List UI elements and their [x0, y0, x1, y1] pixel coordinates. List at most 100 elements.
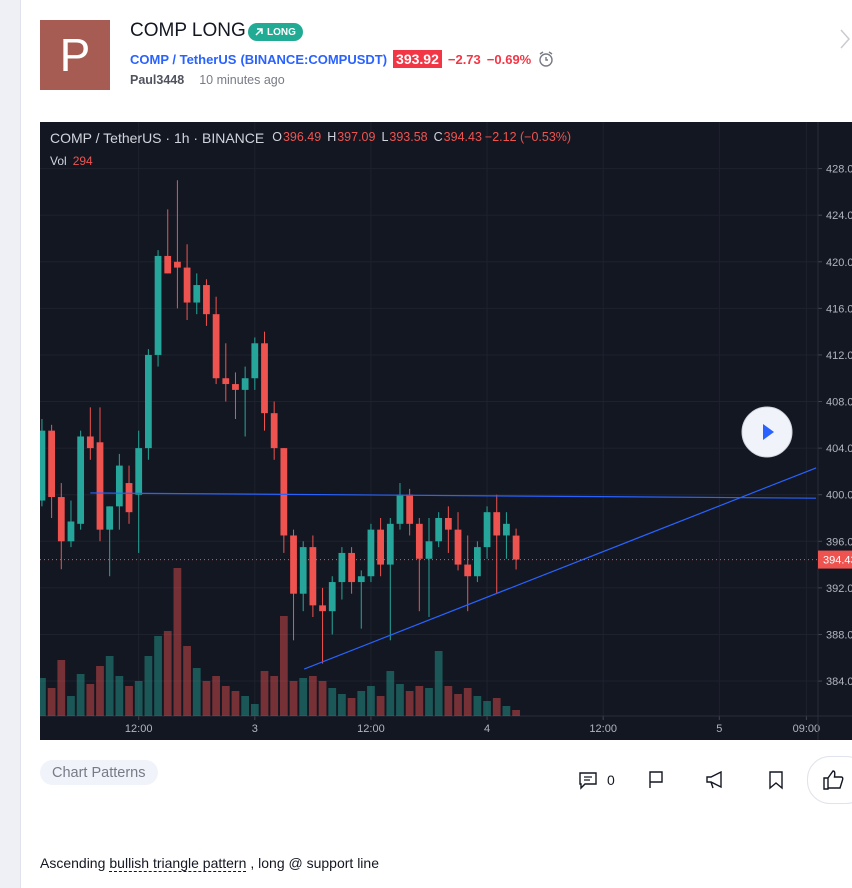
volume-bar — [299, 678, 308, 716]
candle-body — [57, 497, 65, 542]
volume-bar — [425, 688, 433, 716]
volume-bar — [289, 681, 298, 716]
volume-bar — [202, 681, 211, 716]
volume-bar — [40, 678, 46, 716]
candle-body — [338, 552, 346, 583]
volume-bar — [444, 686, 453, 716]
volume-bar — [144, 656, 153, 716]
candle-body — [328, 582, 336, 612]
volume-bar — [279, 616, 288, 716]
candle-body — [40, 430, 46, 501]
y-tick-label: 388.00 — [826, 629, 852, 641]
chart: 384.00 388.00 392.00 396.00 400.00 404.00 408.… — [40, 122, 852, 740]
candle-body — [493, 512, 501, 536]
volume-bar — [57, 660, 66, 716]
candle-body — [135, 448, 143, 495]
volume-bar — [405, 691, 414, 716]
volume-bar — [105, 656, 114, 716]
exchange-link[interactable]: (BINANCE:COMPUSDT) — [240, 51, 388, 67]
desc-text: , long @ support line — [250, 855, 379, 871]
volume-bar — [396, 684, 404, 716]
symbol-link[interactable]: COMP / TetherUS — [130, 51, 237, 67]
volume-bar — [318, 681, 327, 716]
symbol-line: COMP / TetherUS (BINANCE:COMPUSDT) 393.9… — [130, 49, 557, 69]
volume-value: 294 — [72, 154, 93, 168]
like-button[interactable] — [807, 756, 852, 804]
y-tick-label: 408.00 — [826, 397, 852, 409]
candle-body — [261, 343, 268, 414]
volume-bar — [47, 688, 56, 716]
y-tick-label: 404.00 — [826, 443, 852, 455]
change: −2.73 — [447, 51, 481, 67]
sidebar-strip — [0, 0, 21, 888]
next-chevron[interactable] — [838, 28, 852, 50]
x-tick-label: 5 — [716, 723, 722, 735]
candle-body — [503, 523, 510, 536]
comment-icon[interactable] — [578, 770, 598, 790]
volume-bar — [86, 684, 95, 716]
volume-legend: Vol 294 — [50, 154, 93, 168]
volume-bar — [221, 686, 230, 716]
volume-bar — [492, 698, 501, 716]
alert-icon[interactable] — [537, 49, 557, 69]
candle-body — [386, 523, 394, 565]
candle-body — [144, 354, 152, 449]
trend-line — [303, 467, 817, 670]
change-pct: −0.69% — [486, 51, 532, 67]
ohlc-value: 396.49 — [282, 130, 322, 144]
ohlc-label: L — [381, 130, 389, 144]
volume-bar — [241, 696, 250, 716]
author[interactable]: Paul3448 — [130, 73, 185, 87]
volume-bar — [76, 674, 85, 716]
candle-body — [319, 605, 326, 612]
volume-bar — [483, 701, 491, 716]
volume-bar — [260, 671, 269, 716]
volume-bar — [67, 696, 75, 716]
volume-bar — [250, 704, 259, 716]
candle-body — [280, 448, 288, 536]
tag-pill[interactable]: Chart Patterns — [40, 760, 158, 785]
candle-body — [125, 483, 133, 513]
desc-link[interactable]: bullish triangle pattern — [109, 855, 247, 872]
volume-bar — [231, 691, 240, 716]
time-ago: 10 minutes ago — [199, 73, 285, 87]
trend-line — [90, 492, 817, 499]
chart-panel[interactable]: 384.00 388.00 392.00 396.00 400.00 404.00 408.… — [40, 122, 852, 740]
y-tick-label: 412.00 — [826, 350, 852, 362]
volume-bar — [338, 694, 346, 716]
volume-bar — [367, 686, 375, 716]
price: 393.92 — [393, 50, 442, 68]
candle-body — [251, 343, 259, 379]
flag-icon[interactable] — [646, 770, 666, 790]
y-tick-label: 400.00 — [826, 490, 852, 502]
avatar[interactable]: P — [40, 20, 110, 90]
badge-text: LONG — [267, 26, 296, 38]
last-price-label: 394.43 — [823, 555, 852, 567]
desc-text: Ascending — [40, 855, 106, 871]
volume-bar — [376, 696, 385, 716]
y-tick-label: 416.00 — [826, 303, 852, 315]
candle-body — [154, 255, 162, 355]
bookmark-icon[interactable] — [766, 770, 786, 790]
volume-bar — [96, 666, 104, 716]
volume-bar — [154, 636, 162, 716]
candle-body — [290, 535, 297, 594]
play-icon — [763, 424, 774, 440]
volume-bar — [473, 696, 482, 716]
y-tick-label: 392.00 — [826, 583, 852, 595]
x-tick-label: 4 — [484, 723, 490, 735]
volume-bar — [512, 710, 520, 716]
candle-body — [444, 518, 452, 530]
volume-bar — [454, 694, 462, 716]
candle-body — [77, 436, 85, 524]
chart-legend: COMP / TetherUS · 1h · BINANCE O 396.49 H 3… — [50, 130, 571, 146]
x-tick-label: 12:00 — [357, 723, 385, 735]
share-icon[interactable] — [704, 770, 726, 790]
candle-body — [406, 494, 414, 524]
chart-change: −2.12 (−0.53%) — [484, 130, 572, 144]
candle-body — [435, 518, 443, 542]
x-tick-label: 3 — [252, 723, 258, 735]
candle-body — [367, 529, 375, 577]
ohlc-label: O — [272, 130, 282, 144]
